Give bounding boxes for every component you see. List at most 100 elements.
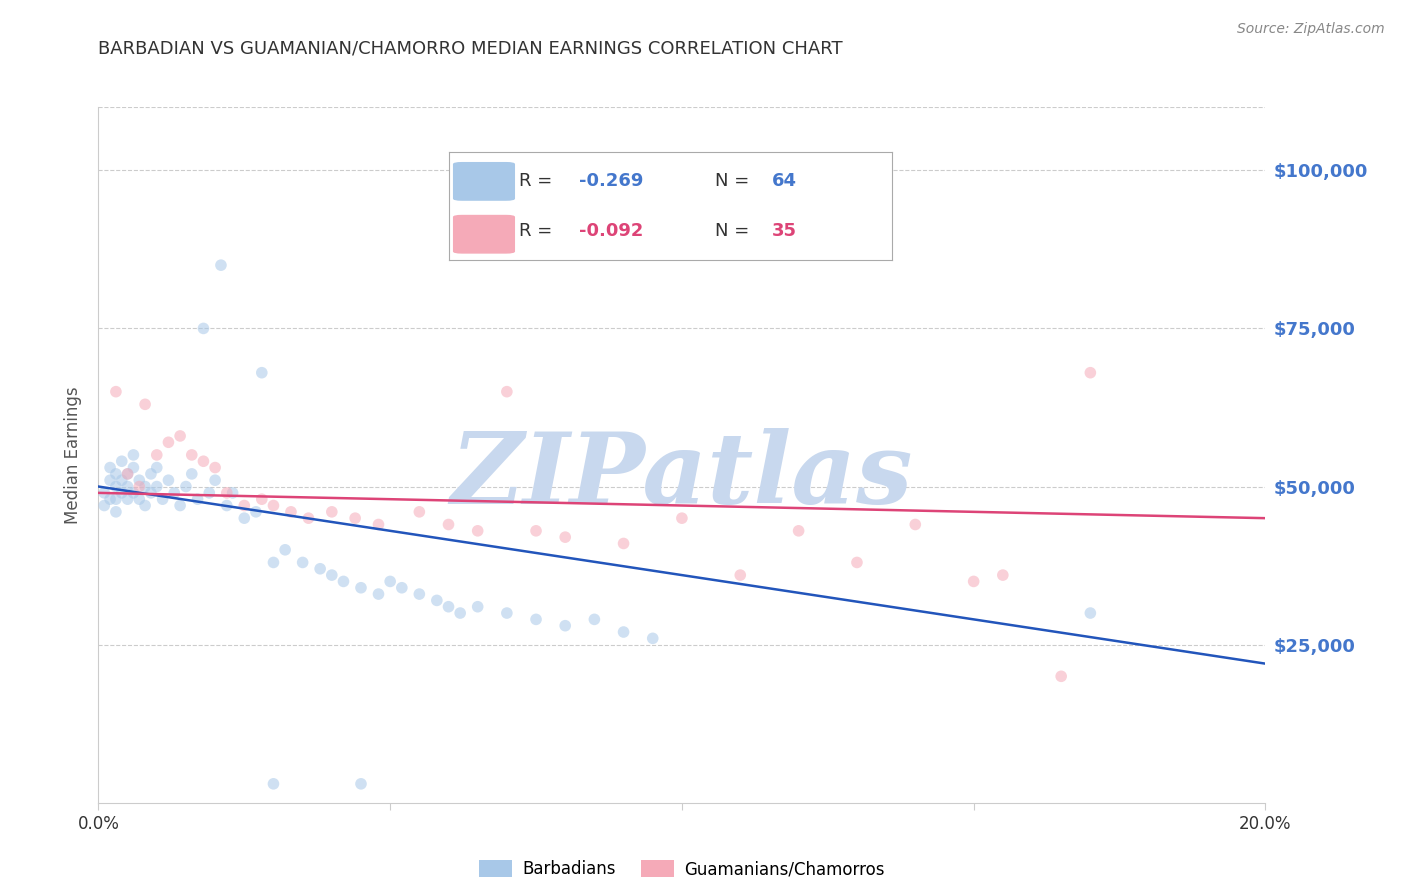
Point <box>104 467 127 481</box>
Point <box>134 479 156 493</box>
FancyBboxPatch shape <box>453 215 515 253</box>
Point <box>612 625 634 640</box>
Text: ZIPatlas: ZIPatlas <box>451 427 912 524</box>
Point <box>93 499 115 513</box>
Point <box>221 486 243 500</box>
Point <box>180 467 202 481</box>
Point <box>117 479 139 493</box>
Point <box>163 486 186 500</box>
Point <box>193 454 215 468</box>
Point <box>122 460 145 475</box>
Point <box>350 777 373 791</box>
Point <box>350 581 373 595</box>
Point <box>104 492 127 507</box>
Point <box>367 517 389 532</box>
Point <box>787 524 810 538</box>
Point <box>1080 366 1102 380</box>
Point <box>134 397 156 411</box>
Point <box>583 612 606 626</box>
Point <box>104 479 127 493</box>
Point <box>332 574 354 589</box>
Point <box>367 587 389 601</box>
Point <box>728 568 751 582</box>
Point <box>1050 669 1073 683</box>
Point <box>233 511 256 525</box>
Point <box>157 473 180 487</box>
Text: N =: N = <box>714 172 755 190</box>
Point <box>180 448 202 462</box>
Point <box>169 499 191 513</box>
Point <box>174 479 197 493</box>
Point <box>198 486 221 500</box>
Point <box>297 511 319 525</box>
Text: -0.269: -0.269 <box>579 172 644 190</box>
Point <box>1080 606 1102 620</box>
Point <box>408 587 430 601</box>
Text: R =: R = <box>519 172 558 190</box>
Point <box>262 556 284 570</box>
Point <box>309 562 332 576</box>
Point <box>169 429 191 443</box>
Point <box>641 632 664 646</box>
Point <box>524 612 547 626</box>
Point <box>291 556 314 570</box>
Point <box>117 467 139 481</box>
FancyBboxPatch shape <box>453 162 515 201</box>
Point <box>111 454 134 468</box>
Point <box>98 473 121 487</box>
Point <box>449 606 471 620</box>
Point <box>962 574 984 589</box>
Point <box>117 492 139 507</box>
Point <box>204 460 226 475</box>
Point <box>104 384 127 399</box>
Point <box>467 524 489 538</box>
Point <box>152 492 174 507</box>
Point <box>495 606 517 620</box>
Point <box>274 542 297 557</box>
Text: 64: 64 <box>772 172 797 190</box>
Point <box>98 492 121 507</box>
Point <box>146 479 169 493</box>
Point <box>193 321 215 335</box>
Text: Source: ZipAtlas.com: Source: ZipAtlas.com <box>1237 22 1385 37</box>
Point <box>245 505 267 519</box>
Text: R =: R = <box>519 222 558 240</box>
Point <box>122 486 145 500</box>
Point <box>111 486 134 500</box>
Point <box>117 467 139 481</box>
Point <box>187 492 209 507</box>
Point <box>128 492 150 507</box>
Point <box>146 460 169 475</box>
Point <box>524 524 547 538</box>
Point <box>554 618 576 632</box>
Point <box>111 473 134 487</box>
Point <box>321 568 343 582</box>
Point <box>250 492 273 507</box>
Point <box>391 581 413 595</box>
Point <box>437 517 460 532</box>
Point <box>437 599 460 614</box>
Point <box>904 517 927 532</box>
Point <box>991 568 1014 582</box>
Text: BARBADIAN VS GUAMANIAN/CHAMORRO MEDIAN EARNINGS CORRELATION CHART: BARBADIAN VS GUAMANIAN/CHAMORRO MEDIAN E… <box>98 40 844 58</box>
Text: 35: 35 <box>772 222 797 240</box>
Point <box>139 486 162 500</box>
Point <box>146 448 169 462</box>
Point <box>98 460 121 475</box>
Point <box>467 599 489 614</box>
Point <box>128 473 150 487</box>
Point <box>250 366 273 380</box>
Legend: Barbadians, Guamanians/Chamorros: Barbadians, Guamanians/Chamorros <box>472 854 891 885</box>
Point <box>122 448 145 462</box>
Point <box>378 574 402 589</box>
Point <box>104 505 127 519</box>
Point <box>408 505 430 519</box>
Point <box>215 499 238 513</box>
Point <box>134 499 156 513</box>
Point <box>233 499 256 513</box>
Point <box>209 258 232 272</box>
Point <box>128 479 150 493</box>
Text: -0.092: -0.092 <box>579 222 644 240</box>
Point <box>344 511 367 525</box>
Point <box>554 530 576 544</box>
